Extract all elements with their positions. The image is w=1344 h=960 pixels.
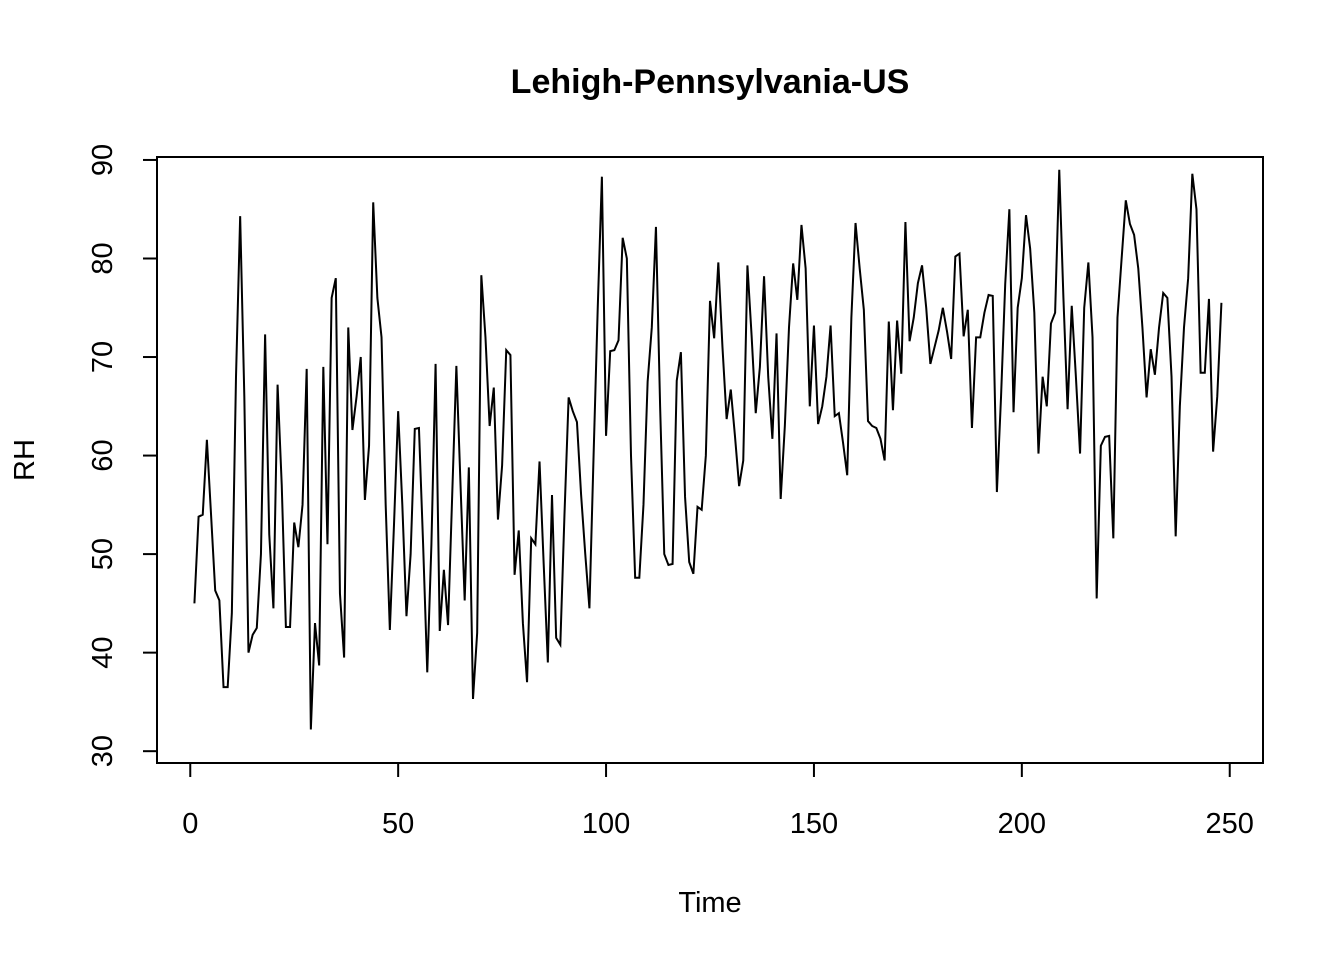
x-tick-label: 150: [790, 808, 838, 840]
x-axis-label: Time: [678, 887, 741, 919]
y-tick-label: 60: [87, 439, 119, 471]
x-tick-label: 0: [182, 808, 198, 840]
y-tick-label: 80: [87, 242, 119, 274]
x-axis: 0 50 100 150 200 250: [182, 762, 1254, 840]
series-line: [193, 169, 1223, 730]
y-axis: 30 40 50 60 70 80 90: [87, 144, 158, 767]
y-tick-label: 70: [87, 341, 119, 373]
x-tick-label: 200: [998, 808, 1046, 840]
x-tick-label: 250: [1206, 808, 1254, 840]
y-tick-label: 90: [87, 144, 119, 176]
y-axis-label: RH: [9, 439, 41, 481]
x-tick-label: 100: [582, 808, 630, 840]
chart-title: Lehigh-Pennsylvania-US: [511, 63, 910, 101]
y-tick-label: 40: [87, 637, 119, 669]
y-tick-label: 50: [87, 538, 119, 570]
y-tick-label: 30: [87, 735, 119, 767]
series-layer: [193, 169, 1223, 730]
x-tick-label: 50: [382, 808, 414, 840]
